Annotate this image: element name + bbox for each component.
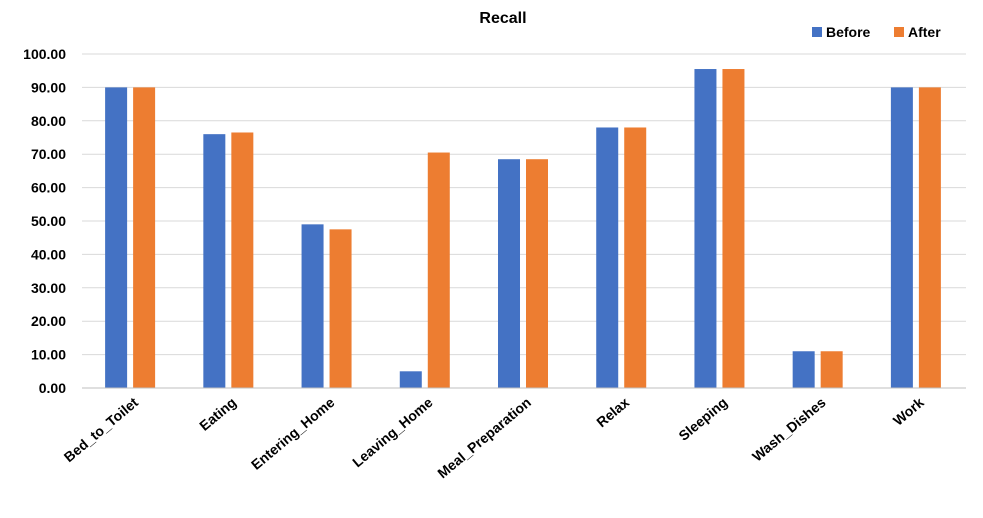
x-tick-label: Eating (196, 394, 239, 434)
bar-after-meal-preparation (526, 159, 548, 388)
x-tick-label: Entering_Home (248, 394, 338, 473)
y-tick-label: 90.00 (31, 79, 66, 95)
bar-before-work (890, 87, 913, 389)
x-tick-label: Leaving_Home (349, 394, 436, 470)
y-tick-label: 100.00 (23, 46, 66, 62)
bar-after-relax (624, 127, 647, 388)
bar-after-sleeping (722, 69, 745, 388)
y-axis-ticks: 0.00 10.00 20.00 30.00 40.00 50.00 60.00 70.00 8… (23, 46, 66, 396)
legend: Before After (812, 24, 941, 40)
x-tick-label: Sleeping (675, 394, 730, 444)
bar-before-meal-preparation (498, 159, 520, 388)
bars (105, 69, 941, 389)
x-tick-label: Work (890, 394, 927, 429)
bar-before-wash-dishes (792, 351, 815, 388)
bar-after-leaving-home (427, 152, 450, 388)
bar-after-entering-home (329, 229, 352, 388)
legend-swatch-before (812, 27, 822, 37)
y-tick-label: 60.00 (31, 180, 66, 196)
x-tick-label: Bed_to_Toilet (61, 394, 142, 465)
y-tick-label: 0.00 (39, 380, 66, 396)
bar-before-relax (596, 127, 619, 388)
y-tick-label: 40.00 (31, 246, 66, 262)
bar-before-sleeping (694, 69, 717, 388)
y-tick-label: 50.00 (31, 213, 66, 229)
bar-before-entering-home (301, 224, 324, 388)
y-tick-label: 80.00 (31, 113, 66, 129)
y-tick-label: 10.00 (31, 347, 66, 363)
legend-swatch-after (894, 27, 904, 37)
bar-after-work (918, 87, 941, 389)
gridlines (82, 53, 966, 356)
legend-label-before: Before (826, 24, 871, 40)
x-axis-ticks: Bed_to_Toilet Eating Entering_Home Leaving_… (61, 394, 927, 481)
x-tick-label: Meal_Preparation (434, 394, 534, 481)
bar-after-wash-dishes (820, 351, 843, 388)
bar-after-eating (231, 132, 254, 388)
bar-after-bed-to-toilet (133, 87, 156, 389)
y-tick-label: 30.00 (31, 280, 66, 296)
chart-title: Recall (479, 10, 526, 27)
legend-label-after: After (908, 24, 941, 40)
bar-before-bed-to-toilet (105, 87, 128, 389)
y-tick-label: 20.00 (31, 313, 66, 329)
bar-before-leaving-home (399, 371, 422, 388)
bar-before-eating (203, 134, 226, 388)
x-tick-label: Wash_Dishes (749, 394, 829, 465)
x-tick-label: Relax (593, 394, 632, 430)
y-tick-label: 70.00 (31, 146, 66, 162)
